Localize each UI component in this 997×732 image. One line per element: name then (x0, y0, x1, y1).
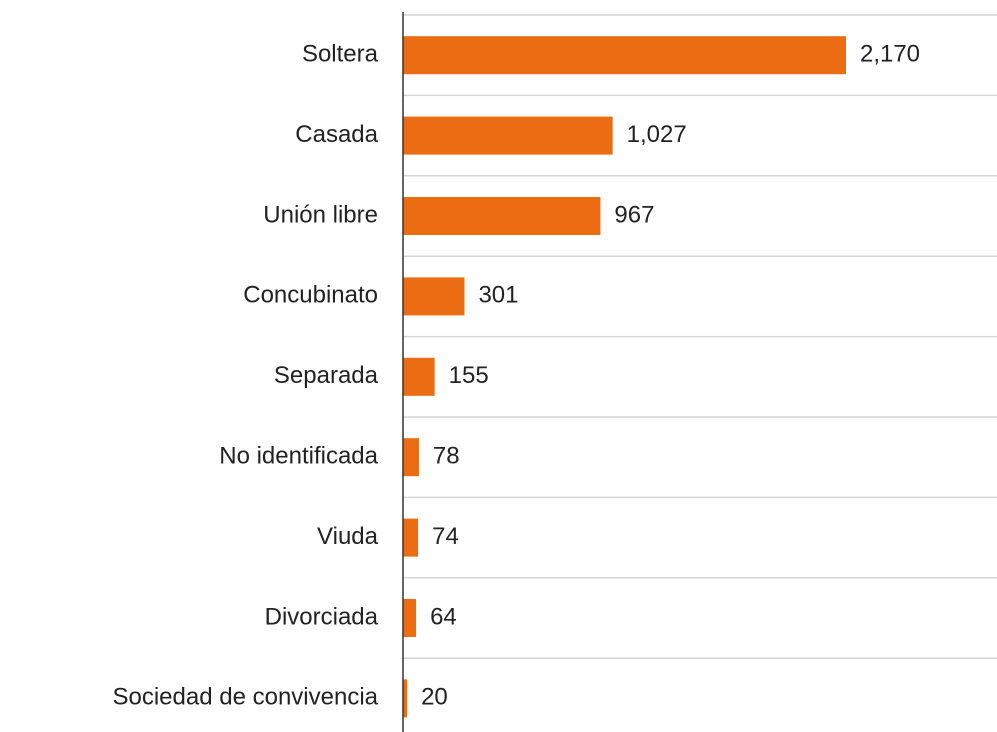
data-label: 64 (430, 603, 457, 630)
y-tick-label: Sociedad de convivencia (112, 684, 378, 711)
y-tick-label: Unión libre (263, 201, 378, 228)
data-label: 301 (478, 282, 518, 309)
bar (403, 438, 419, 477)
data-label: 74 (432, 523, 459, 550)
bar (403, 36, 846, 75)
data-label: 2,170 (860, 41, 920, 68)
bar (403, 518, 419, 557)
data-label: 1,027 (627, 121, 687, 148)
bar (403, 599, 417, 637)
y-tick-label: Casada (295, 121, 378, 148)
bar (403, 116, 613, 155)
data-label: 78 (433, 443, 460, 470)
y-tick-label: Soltera (302, 41, 379, 68)
y-tick-label: Separada (274, 362, 379, 389)
bar (403, 197, 601, 235)
data-label: 155 (449, 362, 489, 389)
y-tick-label: Divorciada (265, 603, 379, 630)
y-tick-label: Concubinato (243, 282, 378, 309)
y-tick-label: No identificada (219, 443, 378, 470)
bar (403, 277, 465, 316)
bar (403, 357, 435, 396)
data-label: 20 (421, 684, 448, 711)
data-label: 967 (614, 201, 654, 228)
bar (403, 679, 408, 718)
y-tick-label: Viuda (317, 523, 379, 550)
